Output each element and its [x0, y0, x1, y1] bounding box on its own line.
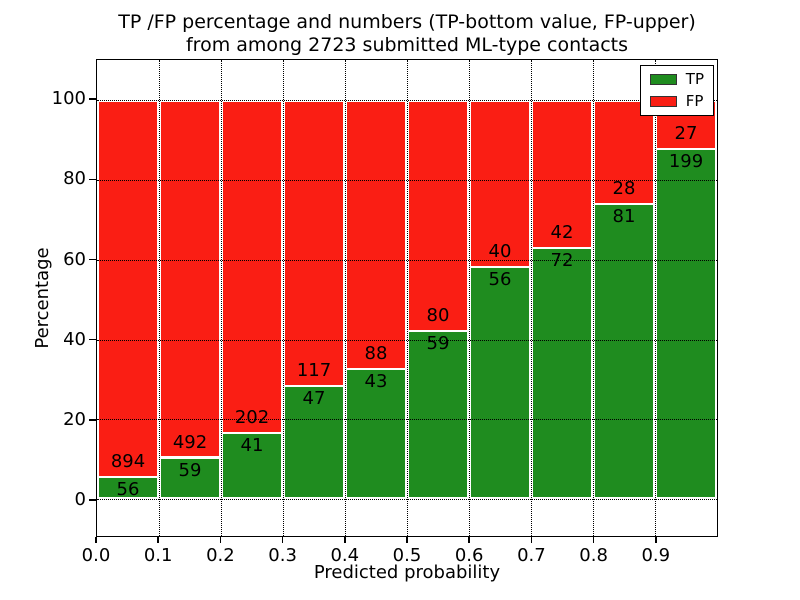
bar-segment-tp-0.7	[531, 247, 593, 500]
bar-segment-tp-0.0	[97, 475, 159, 500]
bar-segment-tp-0.2	[221, 431, 283, 500]
x-tick-label-0.7: 0.7	[517, 545, 546, 566]
bar-segment-fp-0.2	[221, 99, 283, 432]
y-tick-label-60: 60	[63, 248, 86, 270]
tp-count-label-0.2: 41	[240, 434, 264, 456]
legend: TP FP	[639, 65, 714, 116]
bar-segment-fp-0.7	[531, 99, 593, 248]
fp-count-label-0.1: 492	[172, 431, 208, 453]
x-tick-label-0.4: 0.4	[330, 545, 360, 566]
tp-count-label-0.6: 56	[488, 269, 512, 291]
fp-count-label-0.3: 117	[296, 359, 332, 381]
y-tick-40	[89, 338, 96, 341]
fp-count-label-0.0: 894	[110, 450, 146, 472]
x-tick-label-0.8: 0.8	[579, 545, 608, 566]
bar-segment-fp-0.5	[407, 99, 469, 330]
y-tick-60	[89, 258, 96, 261]
bar-segment-tp-0.1	[159, 456, 221, 500]
bars-layer	[97, 60, 717, 536]
y-tick-label-20: 20	[63, 408, 86, 430]
bar-segment-tp-0.9	[655, 147, 717, 500]
y-axis-label: Percentage	[32, 247, 53, 349]
tp-count-label-0.3: 47	[302, 387, 326, 409]
y-tick-100	[89, 98, 96, 100]
x-tick-label-0.5: 0.5	[392, 545, 422, 566]
chart-title: TP /FP percentage and numbers (TP-bottom…	[7, 11, 800, 57]
x-tick-0.4	[344, 537, 346, 543]
bar-segment-fp-0.0	[97, 99, 159, 476]
x-tick-label-0.3: 0.3	[268, 545, 297, 566]
y-tick-80	[89, 178, 96, 181]
x-tick-0.1	[157, 537, 159, 543]
x-tick-0.5	[406, 537, 408, 543]
x-tick-label-0.9: 0.9	[641, 545, 671, 566]
y-tick-20	[89, 419, 96, 421]
bar-segment-tp-0.3	[283, 384, 345, 500]
legend-label-tp: TP	[685, 70, 704, 88]
bar-segment-fp-0.6	[469, 99, 531, 267]
legend-swatch-tp	[649, 74, 677, 85]
legend-item-fp: FP	[649, 92, 704, 110]
x-axis-label: Predicted probability	[313, 562, 501, 583]
bar-count-labels-layer: 894 56 492 59 202 41 117 47 88 43 80 59 40 56 42 72 28 81…	[97, 60, 717, 536]
y-tick-label-40: 40	[63, 328, 86, 350]
y-tick-label-80: 80	[63, 168, 86, 190]
y-tick-label-100: 100	[51, 88, 86, 110]
x-tick-0.0	[95, 537, 97, 543]
tp-count-label-0.8: 81	[612, 205, 636, 227]
bar-segment-tp-0.5	[407, 329, 469, 500]
tp-count-label-0.1: 59	[178, 459, 202, 481]
tp-count-label-0.7: 72	[550, 250, 574, 272]
fp-count-label-0.8: 28	[612, 177, 636, 199]
fp-count-label-0.9: 27	[674, 122, 698, 144]
x-tick-0.8	[592, 537, 595, 543]
legend-label-fp: FP	[685, 92, 704, 110]
x-tick-0.3	[281, 537, 284, 543]
fp-count-label-0.6: 40	[488, 241, 512, 263]
legend-item-tp: TP	[649, 70, 704, 88]
fp-count-label-0.5: 80	[426, 304, 450, 326]
x-tick-label-0.2: 0.2	[206, 545, 235, 566]
fp-count-label-0.4: 88	[364, 343, 388, 365]
bar-segment-tp-0.8	[593, 202, 655, 500]
tp-count-label-0.4: 43	[364, 371, 388, 393]
bar-segment-tp-0.4	[345, 368, 407, 500]
bar-segment-fp-0.8	[593, 99, 655, 203]
tp-count-label-0.0: 56	[116, 478, 140, 500]
y-tick-label-0: 0	[74, 489, 86, 511]
x-tick-0.6	[468, 537, 470, 543]
x-tick-label-0.6: 0.6	[454, 545, 484, 566]
plot-area: 894 56 492 59 202 41 117 47 88 43 80 59 40 56 42 72 28 81…	[96, 59, 718, 537]
x-tick-0.9	[655, 537, 657, 543]
x-tick-0.7	[530, 537, 533, 543]
x-tick-label-0.1: 0.1	[143, 545, 173, 566]
chart-title-line1: TP /FP percentage and numbers (TP-bottom…	[118, 11, 696, 33]
fp-count-label-0.7: 42	[550, 222, 574, 244]
legend-swatch-fp	[649, 96, 677, 107]
y-tick-0	[89, 499, 96, 501]
x-tick-0.2	[219, 537, 222, 543]
bar-segment-tp-0.6	[469, 266, 531, 500]
tp-count-label-0.5: 59	[426, 332, 450, 354]
bar-segment-fp-0.4	[345, 99, 407, 369]
chart-title-line2: from among 2723 submitted ML-type contac…	[185, 34, 629, 56]
fp-count-label-0.2: 202	[234, 406, 270, 428]
x-tick-label-0.0: 0.0	[81, 545, 111, 566]
tp-count-label-0.9: 199	[668, 150, 704, 172]
bar-segment-fp-0.3	[283, 99, 345, 385]
